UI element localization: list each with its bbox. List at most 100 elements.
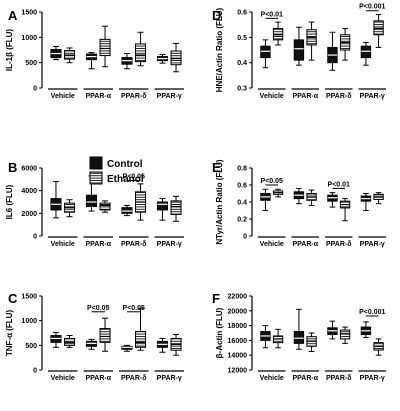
box-ethanol (373, 20, 384, 36)
y-tick-label: 1500 (21, 294, 37, 301)
category-label: PPAR-α (292, 93, 318, 100)
y-tick-label: 14000 (228, 353, 248, 360)
category-label: PPAR-γ (360, 375, 385, 382)
category-label: PPAR-γ (360, 241, 385, 248)
y-tick-label: 0.4 (237, 200, 247, 207)
legend-swatch-ethanol (89, 171, 103, 185)
box-control (293, 39, 305, 61)
panel-d: D 0.3 0.4 0.5 0.6 HNE/Actin Ratio (FLU) Vehicl… (212, 4, 386, 100)
category-label: Vehicle (51, 375, 75, 382)
panel-letter: D (212, 8, 221, 23)
panel-e: E 0 0.2 0.4 0.6 0.8 NTyr/Actin Ratio (FLU) Vehi… (212, 159, 386, 248)
category-label: PPAR-γ (157, 241, 182, 248)
panel-letter: F (212, 291, 220, 306)
y-tick-label: 20000 (228, 308, 248, 315)
category-label: PPAR-γ (157, 375, 182, 382)
y-tick-label: 1000 (21, 318, 37, 325)
y-tick-label: 0.2 (237, 217, 247, 224)
y-tick-label: 0.6 (237, 10, 247, 17)
y-tick-label: 2000 (21, 211, 37, 218)
category-label: Vehicle (260, 375, 284, 382)
y-axis-title: β-Actin (FLU) (215, 307, 224, 358)
category-label: PPAR-δ (121, 93, 147, 100)
box-ethanol (99, 38, 111, 57)
box-ethanol (272, 27, 284, 41)
y-tick-label: 0 (33, 86, 37, 93)
box-control (85, 194, 97, 208)
y-tick-label: 0.8 (237, 166, 247, 173)
y-tick-label: 0.6 (237, 183, 247, 190)
y-tick-label: 0.5 (237, 35, 247, 42)
legend-label-control: Control (107, 159, 143, 170)
significance-label: P<0.05 (123, 173, 145, 180)
category-label: PPAR-δ (326, 93, 352, 100)
y-tick-label: 16000 (228, 338, 248, 345)
y-tick-label: 0.3 (237, 86, 247, 93)
box-control (260, 45, 271, 59)
y-tick-label: 0 (243, 234, 247, 241)
panel-a: A 0 500 1000 1500 IL-1β (FLU) Vehicle PPAR-α PPA… (5, 8, 184, 100)
box-ethanol (135, 331, 147, 348)
y-tick-label: 1500 (21, 10, 37, 17)
category-label: PPAR-α (292, 375, 318, 382)
category-label: PPAR-δ (121, 241, 147, 248)
y-tick-label: 4000 (21, 188, 37, 195)
category-label: PPAR-α (85, 93, 111, 100)
category-label: Vehicle (51, 93, 75, 100)
category-label: Vehicle (260, 241, 284, 248)
panel-c: C 0 500 1000 1500 TNF-α (FLU) Vehicle PPAR-α P<0… (5, 291, 184, 382)
box-ethanol (339, 329, 351, 340)
legend-swatch-control (89, 156, 103, 170)
box-ethanol (170, 200, 182, 215)
panel-letter: C (8, 291, 18, 306)
y-tick-label: 6000 (21, 166, 37, 173)
y-axis-title: NTyr/Actin Ratio (FLU) (215, 159, 224, 245)
category-label: PPAR-γ (360, 93, 385, 100)
y-tick-label: 500 (25, 60, 37, 67)
y-tick-label: 22000 (228, 294, 248, 301)
y-tick-label: 0 (33, 234, 37, 241)
category-label: PPAR-δ (326, 375, 352, 382)
box-ethanol (170, 50, 182, 66)
category-label: Vehicle (260, 93, 284, 100)
y-axis-title: IL-1β (FLU) (5, 29, 14, 72)
category-label: Vehicle (51, 241, 75, 248)
significance-label: P<0.001 (359, 309, 385, 316)
y-tick-label: 12000 (228, 368, 248, 375)
significance-label: P<0.05 (87, 305, 109, 312)
panels-layer: A 0 500 1000 1500 IL-1β (FLU) Vehicle PPAR-α PPA… (5, 4, 386, 382)
panel-b: B 0 2000 4000 6000 IL6 (FLU) Vehicle PPAR-α PPAR… (5, 160, 184, 248)
category-label: PPAR-α (292, 241, 318, 248)
category-label: PPAR-α (85, 375, 111, 382)
significance-label: P<0.001 (359, 4, 385, 11)
category-label: PPAR-α (85, 241, 111, 248)
box-ethanol (99, 328, 111, 343)
y-tick-label: 500 (25, 343, 37, 350)
significance-label: P<0.05 (123, 305, 145, 312)
y-tick-label: 0 (33, 368, 37, 375)
legend: Control Ethanol (89, 156, 144, 185)
significance-label: P<0.01 (328, 181, 350, 188)
category-label: PPAR-γ (157, 93, 182, 100)
box-control (156, 201, 168, 211)
y-tick-label: 1000 (21, 35, 37, 42)
significance-label: P<0.05 (261, 178, 283, 185)
panel-f: F 12000 14000 16000 18000 20000 22000 β-Actin (… (212, 291, 386, 382)
significance-label: P<0.01 (261, 11, 283, 18)
legend-label-ethanol: Ethanol (107, 174, 144, 185)
y-axis-title: TNF-α (FLU) (5, 310, 14, 357)
box-control (293, 331, 305, 344)
box-control (360, 45, 372, 59)
y-axis-title: HNE/Actin Ratio (FLU) (215, 7, 224, 92)
category-label: PPAR-δ (326, 241, 352, 248)
panel-letter: A (8, 8, 18, 23)
box-ethanol (135, 43, 147, 63)
panel-letter: E (212, 160, 221, 175)
category-label: PPAR-δ (121, 375, 147, 382)
box-ethanol (99, 202, 111, 211)
panel-letter: B (8, 160, 17, 175)
y-axis-title: IL6 (FLU) (5, 184, 14, 219)
y-tick-label: 18000 (228, 323, 248, 330)
y-tick-label: 0.4 (237, 60, 247, 67)
